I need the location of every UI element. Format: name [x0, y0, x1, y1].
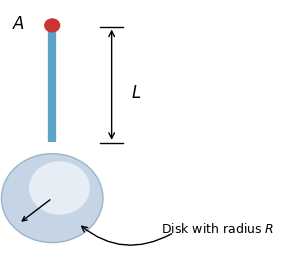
- Circle shape: [29, 161, 90, 215]
- Text: Disk with radius $R$: Disk with radius $R$: [161, 221, 274, 236]
- Circle shape: [44, 18, 60, 33]
- Text: $L$: $L$: [131, 84, 142, 102]
- Text: $A$: $A$: [12, 15, 26, 33]
- Circle shape: [1, 154, 103, 243]
